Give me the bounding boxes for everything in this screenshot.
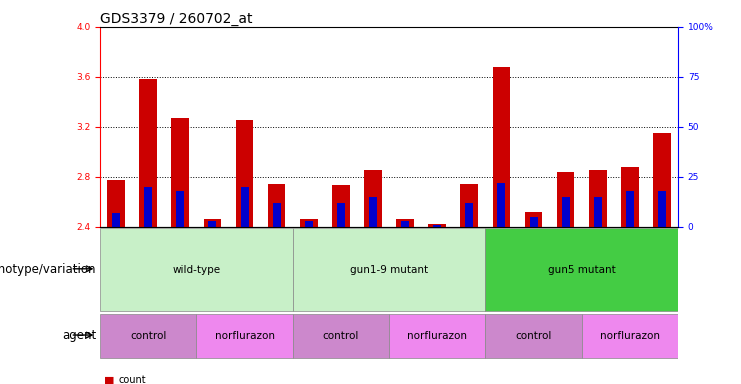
Text: GSM323084: GSM323084	[401, 228, 410, 283]
Bar	[401, 220, 409, 227]
Bar	[337, 203, 345, 227]
Bar	[100, 228, 293, 311]
Text: GSM323077: GSM323077	[176, 228, 185, 283]
Bar	[176, 190, 185, 227]
Bar	[556, 172, 574, 227]
Bar	[204, 219, 222, 227]
Text: GSM323086: GSM323086	[465, 228, 473, 283]
Text: GSM323083: GSM323083	[368, 228, 377, 283]
Text: GSM323089: GSM323089	[561, 228, 570, 283]
Bar	[208, 220, 216, 227]
Text: gun1-9 mutant: gun1-9 mutant	[350, 265, 428, 275]
Bar	[485, 314, 582, 358]
Bar	[305, 220, 313, 227]
Text: genotype/variation: genotype/variation	[0, 263, 96, 276]
Text: GSM323081: GSM323081	[305, 228, 313, 283]
Text: control: control	[515, 331, 552, 341]
Text: GSM323082: GSM323082	[336, 228, 345, 283]
Bar	[465, 203, 473, 227]
Text: control: control	[322, 331, 359, 341]
Text: GSM323087: GSM323087	[497, 228, 506, 283]
Bar	[621, 167, 639, 227]
Bar	[268, 184, 285, 227]
Bar	[562, 197, 570, 227]
Text: norflurazon: norflurazon	[600, 331, 659, 341]
Text: GSM323092: GSM323092	[657, 228, 666, 283]
Text: GSM323080: GSM323080	[272, 228, 281, 283]
Bar	[396, 219, 414, 227]
Bar	[626, 190, 634, 227]
Bar	[497, 183, 505, 227]
Bar	[293, 228, 485, 311]
Bar	[525, 212, 542, 227]
Bar	[332, 185, 350, 227]
Text: control: control	[130, 331, 167, 341]
Text: count: count	[119, 375, 146, 384]
Bar	[236, 121, 253, 227]
Bar	[139, 79, 157, 227]
Text: GSM323090: GSM323090	[594, 228, 602, 283]
Bar	[293, 314, 389, 358]
Text: agent: agent	[62, 329, 96, 343]
Bar	[658, 190, 666, 227]
Text: norflurazon: norflurazon	[408, 331, 467, 341]
Bar	[594, 197, 602, 227]
Text: GDS3379 / 260702_at: GDS3379 / 260702_at	[100, 12, 253, 26]
Bar	[433, 225, 441, 227]
Text: wild-type: wild-type	[173, 265, 220, 275]
Bar	[582, 314, 678, 358]
Text: GSM323091: GSM323091	[625, 228, 634, 283]
Bar	[389, 314, 485, 358]
Text: GSM323076: GSM323076	[144, 228, 153, 283]
Bar	[530, 217, 537, 227]
Bar	[144, 187, 152, 227]
Bar	[428, 224, 446, 227]
Text: gun5 mutant: gun5 mutant	[548, 265, 616, 275]
Bar	[493, 67, 511, 227]
Bar	[369, 197, 377, 227]
Text: norflurazon: norflurazon	[215, 331, 274, 341]
Bar	[107, 180, 125, 227]
Bar	[112, 213, 120, 227]
Bar	[485, 228, 678, 311]
Text: GSM323079: GSM323079	[240, 228, 249, 283]
Bar	[241, 187, 248, 227]
Text: ■: ■	[104, 375, 114, 384]
Bar	[364, 170, 382, 227]
Text: GSM323088: GSM323088	[529, 228, 538, 283]
Bar	[196, 314, 293, 358]
Text: GSM323078: GSM323078	[208, 228, 217, 283]
Bar	[460, 184, 478, 227]
Bar	[589, 170, 607, 227]
Bar	[653, 133, 671, 227]
Text: GSM323085: GSM323085	[433, 228, 442, 283]
Bar	[100, 314, 196, 358]
Text: GSM323075: GSM323075	[112, 228, 121, 283]
Bar	[273, 203, 281, 227]
Bar	[171, 118, 189, 227]
Bar	[300, 219, 318, 227]
